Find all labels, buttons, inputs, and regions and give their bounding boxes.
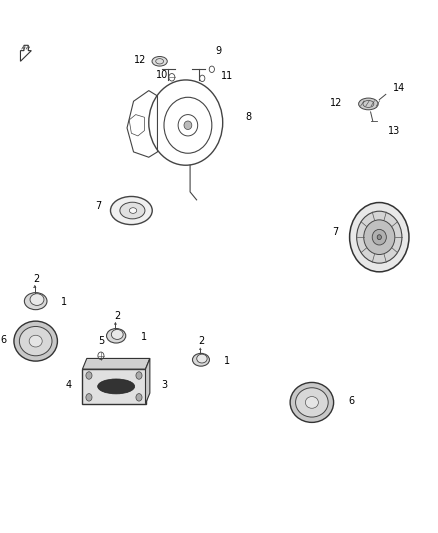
Ellipse shape [359, 98, 378, 110]
Text: 11: 11 [221, 71, 233, 80]
Text: 1: 1 [224, 356, 230, 366]
Ellipse shape [377, 235, 381, 240]
Ellipse shape [357, 211, 402, 263]
Ellipse shape [290, 383, 334, 422]
Ellipse shape [14, 321, 57, 361]
Ellipse shape [364, 220, 395, 255]
Ellipse shape [98, 379, 134, 394]
Text: 6: 6 [0, 335, 6, 345]
Text: 4: 4 [65, 381, 71, 390]
Ellipse shape [350, 203, 409, 272]
Ellipse shape [184, 121, 192, 130]
Text: 3: 3 [161, 381, 167, 390]
Text: 1: 1 [141, 332, 148, 342]
Ellipse shape [120, 202, 145, 219]
Polygon shape [82, 358, 150, 369]
Text: 12: 12 [330, 98, 342, 108]
Circle shape [86, 372, 92, 379]
Text: 1: 1 [61, 297, 67, 307]
Polygon shape [114, 322, 117, 325]
Text: 5: 5 [98, 336, 104, 346]
Ellipse shape [296, 388, 328, 417]
Text: 7: 7 [95, 201, 102, 211]
Text: 2: 2 [114, 311, 120, 320]
Ellipse shape [192, 353, 209, 366]
Ellipse shape [19, 326, 52, 356]
Ellipse shape [29, 335, 42, 347]
Text: 9: 9 [215, 46, 222, 55]
Text: 12: 12 [134, 55, 146, 65]
Ellipse shape [197, 354, 207, 363]
Text: 13: 13 [389, 126, 401, 135]
Text: 10: 10 [155, 70, 168, 79]
Text: 2: 2 [199, 336, 205, 345]
Circle shape [136, 372, 142, 379]
Circle shape [136, 393, 142, 401]
Text: 7: 7 [333, 227, 339, 237]
Text: 2: 2 [33, 274, 40, 284]
Circle shape [86, 393, 92, 401]
Ellipse shape [129, 208, 137, 213]
Text: 8: 8 [246, 112, 252, 122]
Bar [82, 369, 145, 404]
Polygon shape [145, 358, 150, 404]
Polygon shape [34, 285, 36, 288]
Ellipse shape [30, 294, 44, 305]
Ellipse shape [110, 197, 152, 224]
Ellipse shape [111, 329, 123, 340]
Text: 14: 14 [393, 83, 405, 93]
Ellipse shape [372, 229, 386, 245]
Ellipse shape [152, 56, 167, 66]
Polygon shape [199, 348, 201, 350]
Ellipse shape [25, 293, 47, 310]
Text: 6: 6 [348, 397, 354, 406]
Ellipse shape [305, 397, 318, 408]
Ellipse shape [106, 328, 126, 343]
